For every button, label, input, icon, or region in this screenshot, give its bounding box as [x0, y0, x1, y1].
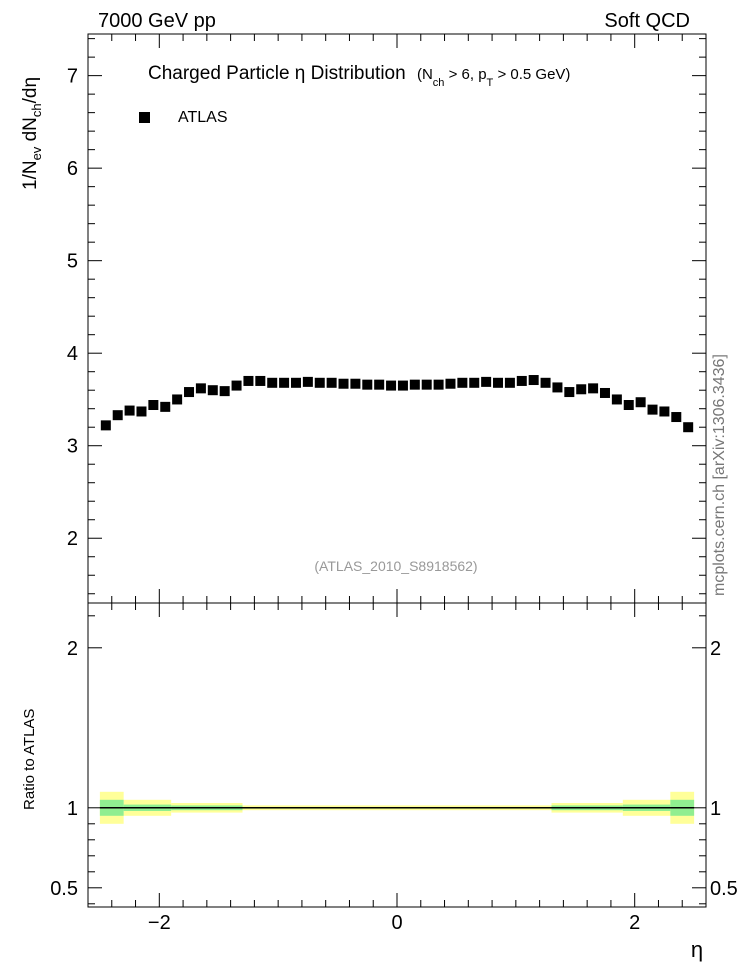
ratio-frame [87, 602, 707, 908]
data-point [302, 376, 313, 387]
data-point [421, 379, 432, 390]
data-point [457, 377, 468, 388]
side-label: mcplots.cern.ch [arXiv:1306.3436] [711, 354, 728, 596]
y-tick-label: 0.5 [50, 878, 78, 900]
data-point [481, 376, 492, 387]
data-point [611, 394, 622, 405]
x-tick-label: 2 [629, 912, 640, 934]
ylabel-p1: 1/N [20, 160, 41, 190]
plot-title: Charged Particle η Distribution (Nch > 6… [148, 63, 570, 89]
data-point [504, 377, 515, 388]
data-point [195, 383, 206, 394]
y-tick-label: 2 [67, 528, 78, 550]
x-axis-label: η [691, 937, 703, 962]
data-point [623, 400, 634, 411]
data-point [136, 406, 147, 417]
title-main: Charged Particle η Distribution [148, 63, 406, 84]
y-tick-label-right: 2 [710, 638, 721, 660]
data-point [671, 412, 682, 423]
header-left: 7000 GeV pp [98, 10, 216, 32]
main-plot-panel: 2 3 4 5 6 7 [67, 33, 707, 604]
y-tick-label: 3 [67, 436, 78, 458]
y-tick-label: 1 [67, 798, 78, 820]
data-point [528, 375, 539, 386]
data-point [124, 405, 135, 416]
data-point [338, 378, 349, 389]
data-point [635, 397, 646, 408]
title-cut-sub2: T [487, 77, 494, 89]
data-point [409, 379, 420, 390]
data-point [290, 377, 301, 388]
data-point [326, 377, 337, 388]
data-point [386, 380, 397, 391]
data-point [433, 379, 444, 390]
y-axis-label-ratio: Ratio to ATLAS [21, 709, 38, 810]
analysis-id: (ATLAS_2010_S8918562) [314, 558, 477, 574]
y-tick-label: 5 [67, 251, 78, 273]
data-point [231, 380, 242, 391]
y-tick-label: 6 [67, 158, 78, 180]
y-axis-label-main: 1/Nev dNch/dη [20, 77, 44, 190]
data-point [279, 377, 290, 388]
data-point [112, 410, 123, 421]
data-point [588, 383, 599, 394]
title-cut-mid: > 6, p [444, 66, 486, 83]
data-point [683, 422, 694, 433]
ylabel-p2: dN [20, 117, 41, 147]
x-tick-label: 0 [391, 912, 402, 934]
legend-marker [139, 112, 150, 123]
y-tick-label: 7 [67, 66, 78, 88]
y-tick-label: 2 [67, 638, 78, 660]
data-point [314, 377, 325, 388]
header-right: Soft QCD [604, 10, 690, 32]
data-point [659, 406, 670, 417]
data-point [243, 375, 254, 386]
data-point [552, 382, 563, 393]
data-point [207, 385, 218, 396]
title-cut: (N [417, 66, 433, 83]
data-point [362, 379, 373, 390]
title-cut-sub1: ch [433, 77, 445, 89]
data-point [599, 387, 610, 398]
x-tick-label: −2 [148, 912, 171, 934]
data-point [493, 377, 504, 388]
data-point [350, 378, 361, 389]
title-cut-close: > 0.5 GeV) [493, 66, 570, 83]
y-tick-label-right: 0.5 [710, 878, 738, 900]
data-point [397, 380, 408, 391]
data-point [576, 384, 587, 395]
y-tick-label-right: 1 [710, 798, 721, 820]
data-point [469, 377, 480, 388]
data-point [100, 420, 111, 431]
data-point [184, 387, 195, 398]
data-point [647, 404, 658, 415]
ylabel-p3: /dη [20, 77, 41, 103]
data-point [564, 387, 575, 398]
data-point [255, 375, 266, 386]
ylabel-s2: ch [29, 103, 44, 117]
ratio-plot-panel: 0.5 0.5 1 1 2 2 −2 0 2 [50, 602, 738, 934]
ylabel-s1: ev [29, 146, 44, 160]
data-point [540, 377, 551, 388]
data-point [374, 379, 385, 390]
data-point [267, 377, 278, 388]
data-point [160, 401, 171, 412]
y-tick-label: 4 [67, 343, 78, 365]
data-point [148, 400, 159, 411]
data-point [172, 394, 183, 405]
legend-label: ATLAS [178, 109, 228, 126]
data-point [219, 386, 230, 397]
data-point [445, 378, 456, 389]
data-point [516, 375, 527, 386]
